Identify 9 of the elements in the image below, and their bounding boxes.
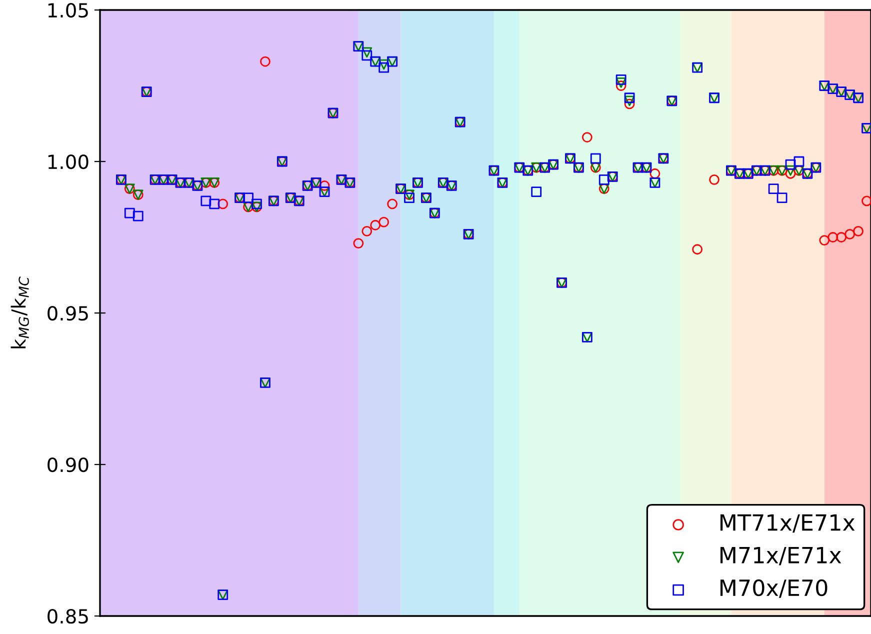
legend-label: M71x/E71x <box>720 547 842 566</box>
y-tick-label: 0.90 <box>48 457 88 472</box>
y-axis-title: k$_{MG}$/k$_{MC}$ <box>10 276 29 348</box>
y-tick-label: 1.05 <box>48 2 88 18</box>
legend-label: M70x/E70 <box>720 579 828 598</box>
y-tick-label: 1.00 <box>48 154 88 170</box>
y-tick-label: 0.95 <box>48 306 88 321</box>
legend-label: MT71x/E71x <box>720 514 855 533</box>
y-tick-label: 0.85 <box>48 608 88 624</box>
